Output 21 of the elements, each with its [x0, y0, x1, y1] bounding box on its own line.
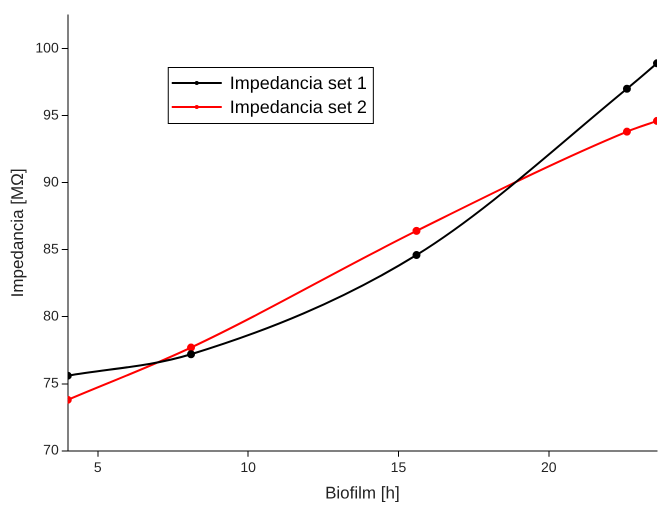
legend-label: Impedancia set 2 — [230, 96, 367, 117]
x-tick-label: 5 — [94, 459, 102, 476]
y-tick-label: 90 — [43, 173, 59, 190]
point — [412, 226, 420, 235]
y-tick-label: 80 — [43, 308, 59, 324]
x-tick-label: 10 — [240, 459, 256, 476]
y-axis-title: Impedancia [MΩ] — [8, 168, 27, 298]
x-tick-label: 20 — [540, 459, 557, 476]
x-axis-title: Biofilm [h] — [325, 483, 400, 502]
y-tick-label: 70 — [43, 442, 59, 458]
point — [622, 84, 631, 93]
point — [187, 350, 196, 358]
y-tick-label: 85 — [43, 240, 59, 257]
y-tick-label: 100 — [35, 39, 59, 56]
point — [622, 128, 631, 136]
y-tick-label: 75 — [43, 374, 59, 391]
point — [187, 344, 196, 352]
legend-label: Impedancia set 1 — [230, 72, 367, 93]
x-tick-label: 15 — [390, 459, 406, 476]
point — [412, 251, 420, 260]
y-tick-label: 95 — [43, 106, 59, 122]
